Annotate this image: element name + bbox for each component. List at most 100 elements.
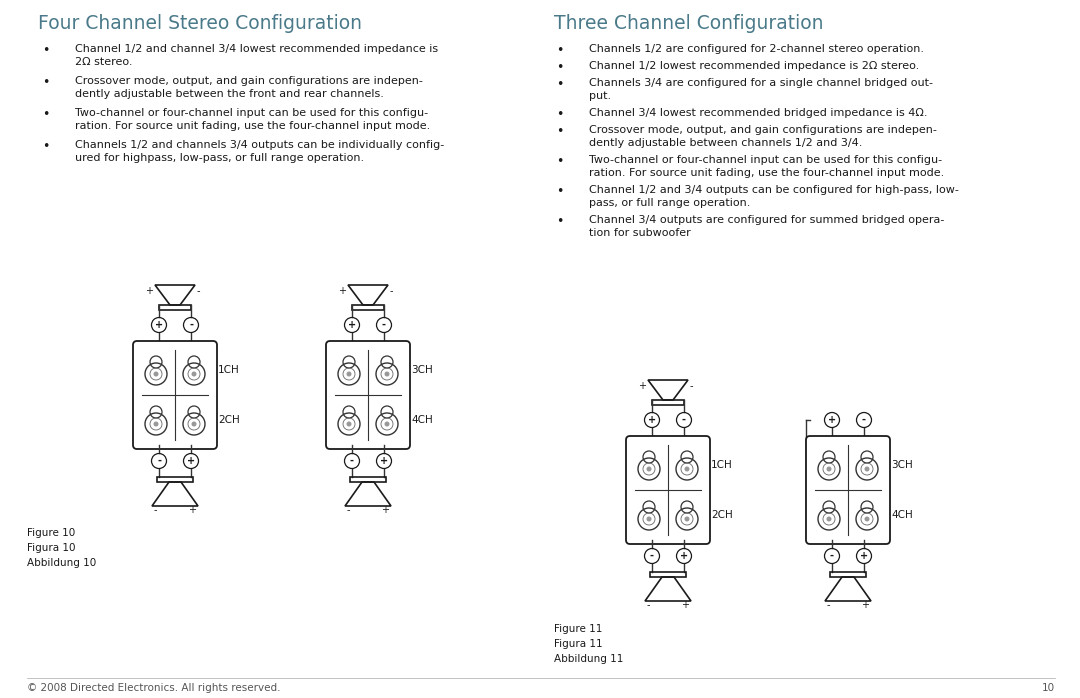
Circle shape bbox=[864, 517, 869, 521]
Text: Crossover mode, output, and gain configurations are indepen-: Crossover mode, output, and gain configu… bbox=[75, 76, 423, 86]
Text: +: + bbox=[154, 320, 163, 330]
Text: tion for subwoofer: tion for subwoofer bbox=[589, 228, 691, 238]
Text: 4CH: 4CH bbox=[891, 510, 913, 520]
Circle shape bbox=[191, 422, 197, 426]
Text: -: - bbox=[650, 551, 654, 561]
Bar bbox=[350, 477, 386, 482]
Text: -: - bbox=[157, 456, 161, 466]
Text: •: • bbox=[556, 61, 564, 74]
Text: dently adjustable between the front and rear channels.: dently adjustable between the front and … bbox=[75, 89, 383, 99]
Circle shape bbox=[347, 371, 351, 376]
Bar bbox=[650, 572, 686, 577]
Text: •: • bbox=[556, 155, 564, 168]
Text: Three Channel Configuration: Three Channel Configuration bbox=[554, 14, 824, 33]
Text: -: - bbox=[189, 320, 193, 330]
FancyBboxPatch shape bbox=[133, 341, 217, 449]
Text: 1CH: 1CH bbox=[711, 460, 732, 470]
Text: •: • bbox=[42, 108, 50, 121]
Text: Channel 1/2 and 3/4 outputs can be configured for high-pass, low-: Channel 1/2 and 3/4 outputs can be confi… bbox=[589, 185, 959, 195]
Text: Two-channel or four-channel input can be used for this configu-: Two-channel or four-channel input can be… bbox=[75, 108, 428, 118]
Bar bbox=[157, 477, 193, 482]
Circle shape bbox=[384, 422, 390, 426]
Text: 4CH: 4CH bbox=[411, 415, 433, 425]
Text: Crossover mode, output, and gain configurations are indepen-: Crossover mode, output, and gain configu… bbox=[589, 125, 936, 135]
Text: dently adjustable between channels 1/2 and 3/4.: dently adjustable between channels 1/2 a… bbox=[589, 138, 862, 148]
Text: 1CH: 1CH bbox=[218, 365, 240, 375]
Circle shape bbox=[347, 422, 351, 426]
Bar bbox=[159, 305, 191, 310]
Text: +: + bbox=[380, 456, 388, 466]
Text: ration. For source unit fading, use the four-channel input mode.: ration. For source unit fading, use the … bbox=[589, 168, 944, 178]
Text: -: - bbox=[154, 505, 158, 515]
Circle shape bbox=[826, 517, 832, 521]
Text: +: + bbox=[381, 505, 389, 515]
Text: -: - bbox=[197, 286, 201, 296]
Text: Channel 1/2 lowest recommended impedance is 2Ω stereo.: Channel 1/2 lowest recommended impedance… bbox=[589, 61, 919, 71]
Text: +: + bbox=[861, 600, 869, 610]
Text: Figure 10
Figura 10
Abbildung 10: Figure 10 Figura 10 Abbildung 10 bbox=[27, 528, 96, 567]
Text: +: + bbox=[680, 551, 688, 561]
Text: +: + bbox=[145, 286, 153, 296]
Text: •: • bbox=[556, 215, 564, 228]
Circle shape bbox=[647, 517, 651, 521]
Text: -: - bbox=[390, 286, 393, 296]
Bar bbox=[831, 572, 866, 577]
Circle shape bbox=[153, 422, 159, 426]
Text: Channel 3/4 outputs are configured for summed bridged opera-: Channel 3/4 outputs are configured for s… bbox=[589, 215, 944, 225]
Text: Channels 1/2 are configured for 2-channel stereo operation.: Channels 1/2 are configured for 2-channe… bbox=[589, 44, 924, 54]
Text: -: - bbox=[831, 551, 834, 561]
Text: -: - bbox=[347, 505, 351, 515]
Circle shape bbox=[685, 466, 689, 472]
Bar bbox=[352, 305, 384, 310]
Text: Channel 1/2 and channel 3/4 lowest recommended impedance is: Channel 1/2 and channel 3/4 lowest recom… bbox=[75, 44, 438, 54]
Text: 2Ω stereo.: 2Ω stereo. bbox=[75, 57, 133, 67]
Text: •: • bbox=[556, 125, 564, 138]
Text: ured for highpass, low-pass, or full range operation.: ured for highpass, low-pass, or full ran… bbox=[75, 153, 364, 163]
Text: -: - bbox=[681, 415, 686, 425]
Text: Channel 3/4 lowest recommended bridged impedance is 4Ω.: Channel 3/4 lowest recommended bridged i… bbox=[589, 108, 928, 118]
Text: •: • bbox=[556, 78, 564, 91]
Text: +: + bbox=[187, 456, 195, 466]
FancyBboxPatch shape bbox=[626, 436, 710, 544]
Text: 2CH: 2CH bbox=[711, 510, 732, 520]
Circle shape bbox=[647, 466, 651, 472]
Text: -: - bbox=[350, 456, 354, 466]
Text: +: + bbox=[338, 286, 346, 296]
Text: +: + bbox=[638, 381, 646, 391]
Text: +: + bbox=[188, 505, 195, 515]
Text: ration. For source unit fading, use the four-channel input mode.: ration. For source unit fading, use the … bbox=[75, 121, 430, 131]
Text: put.: put. bbox=[589, 91, 611, 101]
Circle shape bbox=[384, 371, 390, 376]
Text: 3CH: 3CH bbox=[411, 365, 433, 375]
Text: Channels 1/2 and channels 3/4 outputs can be individually config-: Channels 1/2 and channels 3/4 outputs ca… bbox=[75, 140, 444, 150]
Text: Figure 11
Figura 11
Abbildung 11: Figure 11 Figura 11 Abbildung 11 bbox=[554, 624, 623, 664]
Text: © 2008 Directed Electronics. All rights reserved.: © 2008 Directed Electronics. All rights … bbox=[27, 683, 281, 693]
Text: -: - bbox=[647, 600, 650, 610]
Text: •: • bbox=[42, 44, 50, 57]
Text: +: + bbox=[828, 415, 836, 425]
FancyBboxPatch shape bbox=[326, 341, 410, 449]
Text: +: + bbox=[648, 415, 656, 425]
Text: -: - bbox=[827, 600, 831, 610]
Text: •: • bbox=[556, 108, 564, 121]
Text: •: • bbox=[42, 140, 50, 153]
Text: Channels 3/4 are configured for a single channel bridged out-: Channels 3/4 are configured for a single… bbox=[589, 78, 933, 88]
Text: 2CH: 2CH bbox=[218, 415, 240, 425]
Text: -: - bbox=[862, 415, 866, 425]
Circle shape bbox=[864, 466, 869, 472]
Circle shape bbox=[191, 371, 197, 376]
Text: •: • bbox=[556, 44, 564, 57]
Text: 3CH: 3CH bbox=[891, 460, 913, 470]
Text: Two-channel or four-channel input can be used for this configu-: Two-channel or four-channel input can be… bbox=[589, 155, 942, 165]
Text: -: - bbox=[690, 381, 693, 391]
Text: pass, or full range operation.: pass, or full range operation. bbox=[589, 198, 751, 208]
Text: Four Channel Stereo Configuration: Four Channel Stereo Configuration bbox=[38, 14, 362, 33]
Text: •: • bbox=[42, 76, 50, 89]
FancyBboxPatch shape bbox=[806, 436, 890, 544]
Circle shape bbox=[826, 466, 832, 472]
Text: 10: 10 bbox=[1042, 683, 1055, 693]
Bar bbox=[652, 400, 684, 405]
Text: +: + bbox=[681, 600, 689, 610]
Circle shape bbox=[685, 517, 689, 521]
Text: -: - bbox=[382, 320, 386, 330]
